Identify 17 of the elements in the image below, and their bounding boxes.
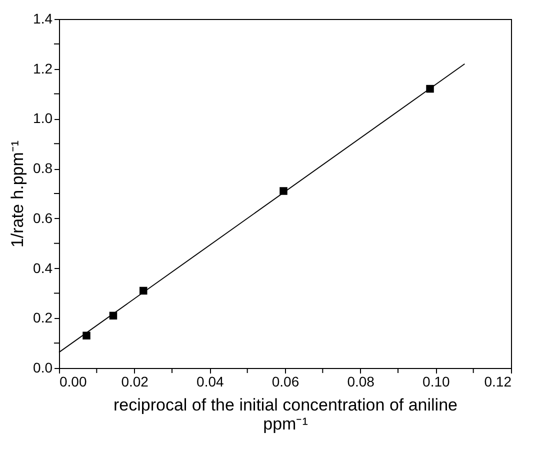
x-tick-label: 0.00 — [60, 374, 87, 390]
y-tick-label: 0.6 — [33, 210, 53, 226]
y-tick-label: 0.4 — [33, 260, 53, 276]
x-tick-label: 0.04 — [196, 374, 224, 390]
x-tick-label: 0.10 — [422, 374, 450, 390]
x-axis-title: reciprocal of the initial concentration of aniline ppm⁻¹ — [114, 396, 458, 434]
x-tick-label: 0.08 — [347, 374, 375, 390]
y-tick-label: 1.2 — [33, 60, 53, 76]
y-tick-label: 0.0 — [33, 360, 53, 376]
y-tick-label: 0.8 — [33, 160, 53, 176]
y-tick-label: 1.0 — [33, 110, 53, 126]
x-tick-label: 0.12 — [484, 374, 512, 390]
y-tick-label: 1.4 — [33, 10, 53, 26]
y-axis-title: 1/rate h.ppm⁻¹ — [8, 140, 28, 248]
y-tick-label: 0.2 — [33, 310, 53, 326]
x-tick-label: 0.06 — [272, 374, 300, 390]
x-tick-label: 0.02 — [121, 374, 149, 390]
